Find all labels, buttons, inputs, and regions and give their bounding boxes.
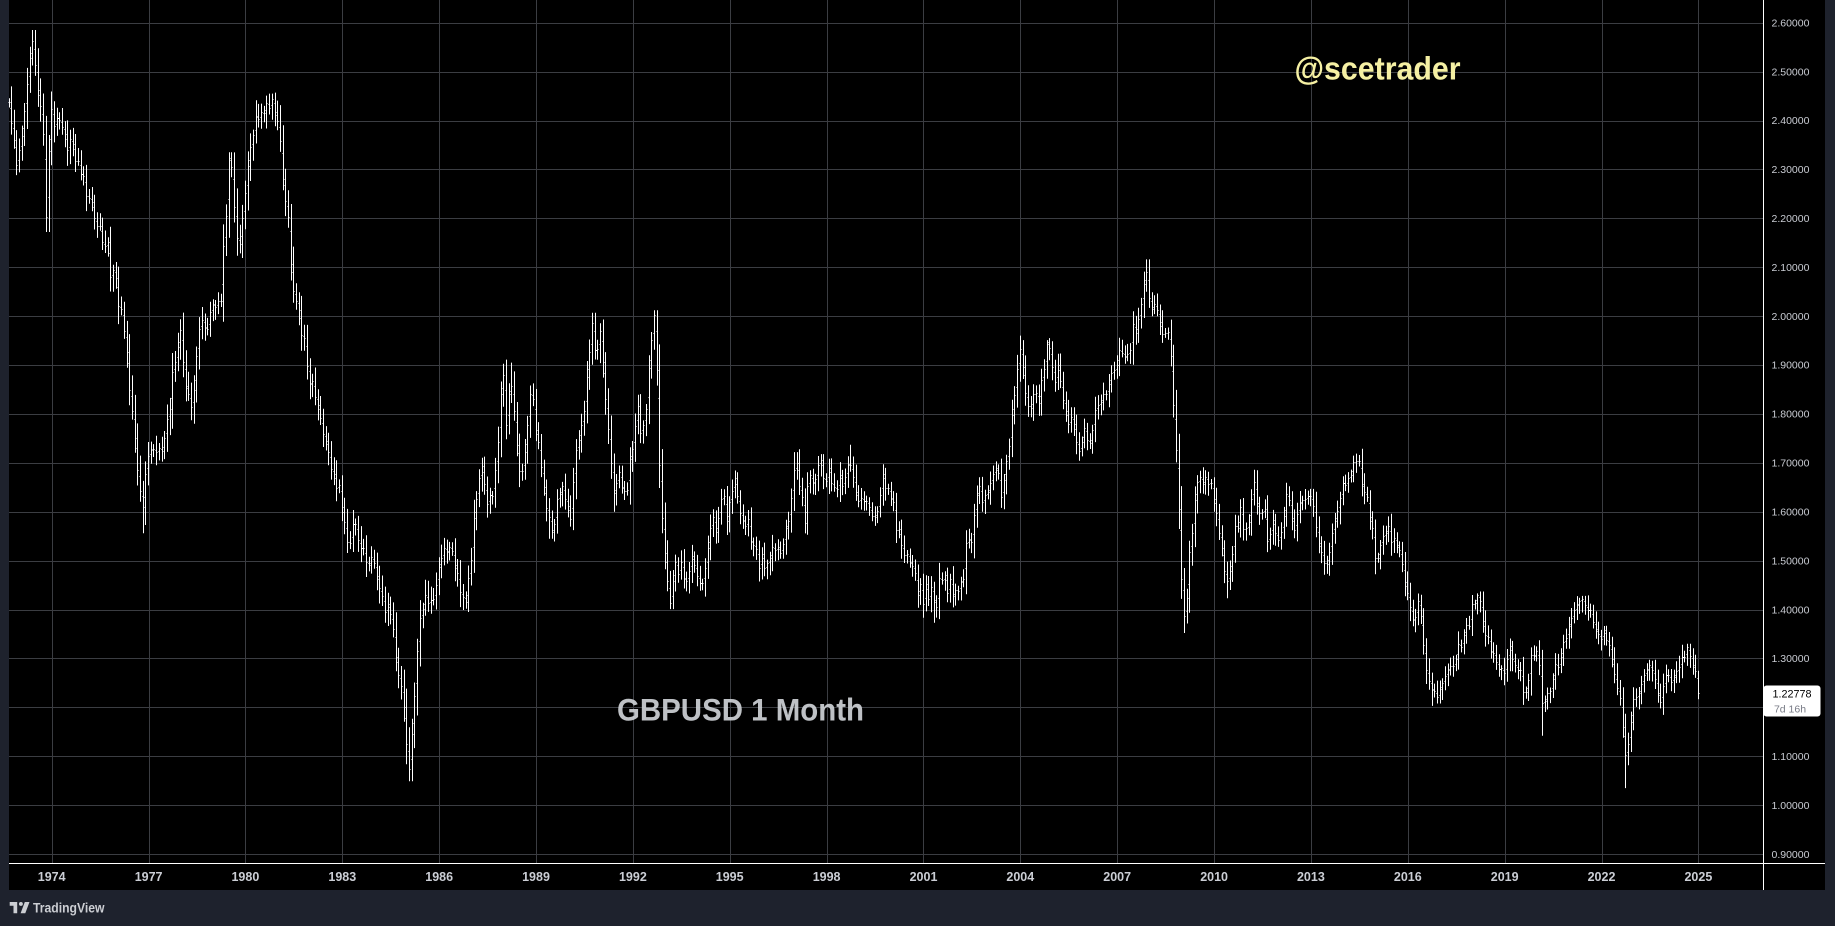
svg-text:2022: 2022: [1588, 870, 1616, 884]
svg-text:1.22778: 1.22778: [1772, 689, 1811, 701]
svg-text:2010: 2010: [1200, 870, 1228, 884]
svg-text:2016: 2016: [1394, 870, 1422, 884]
svg-text:1983: 1983: [328, 870, 356, 884]
svg-text:2.20000: 2.20000: [1772, 213, 1810, 225]
svg-text:1.70000: 1.70000: [1772, 458, 1810, 470]
svg-text:2019: 2019: [1491, 870, 1519, 884]
svg-text:2.50000: 2.50000: [1772, 66, 1810, 78]
svg-text:1.50000: 1.50000: [1772, 555, 1810, 567]
svg-text:1992: 1992: [619, 870, 647, 884]
svg-text:1.30000: 1.30000: [1772, 653, 1810, 665]
svg-text:0.90000: 0.90000: [1772, 849, 1810, 861]
svg-text:2013: 2013: [1297, 870, 1325, 884]
svg-text:1.90000: 1.90000: [1772, 360, 1810, 372]
svg-text:1995: 1995: [716, 870, 744, 884]
svg-text:@scetrader: @scetrader: [1295, 51, 1461, 87]
svg-text:2004: 2004: [1006, 870, 1034, 884]
svg-text:2.40000: 2.40000: [1772, 115, 1810, 127]
svg-text:2007: 2007: [1103, 870, 1131, 884]
svg-text:2.10000: 2.10000: [1772, 262, 1810, 274]
svg-text:1.40000: 1.40000: [1772, 604, 1810, 616]
svg-text:1.80000: 1.80000: [1772, 409, 1810, 421]
svg-text:2.30000: 2.30000: [1772, 164, 1810, 176]
svg-text:2.60000: 2.60000: [1772, 17, 1810, 29]
svg-text:2.00000: 2.00000: [1772, 311, 1810, 323]
svg-text:1989: 1989: [522, 870, 550, 884]
svg-text:2001: 2001: [910, 870, 938, 884]
svg-text:1.60000: 1.60000: [1772, 507, 1810, 519]
svg-text:1977: 1977: [135, 870, 163, 884]
svg-text:1980: 1980: [231, 870, 259, 884]
svg-text:7d 16h: 7d 16h: [1774, 703, 1806, 715]
svg-text:1974: 1974: [38, 870, 66, 884]
svg-text:1998: 1998: [813, 870, 841, 884]
svg-text:1.10000: 1.10000: [1772, 751, 1810, 763]
svg-text:1986: 1986: [425, 870, 453, 884]
svg-text:GBPUSD 1 Month: GBPUSD 1 Month: [617, 692, 864, 728]
svg-text:TradingView: TradingView: [33, 900, 105, 915]
svg-text:1.00000: 1.00000: [1772, 800, 1810, 812]
svg-text:2025: 2025: [1684, 870, 1712, 884]
